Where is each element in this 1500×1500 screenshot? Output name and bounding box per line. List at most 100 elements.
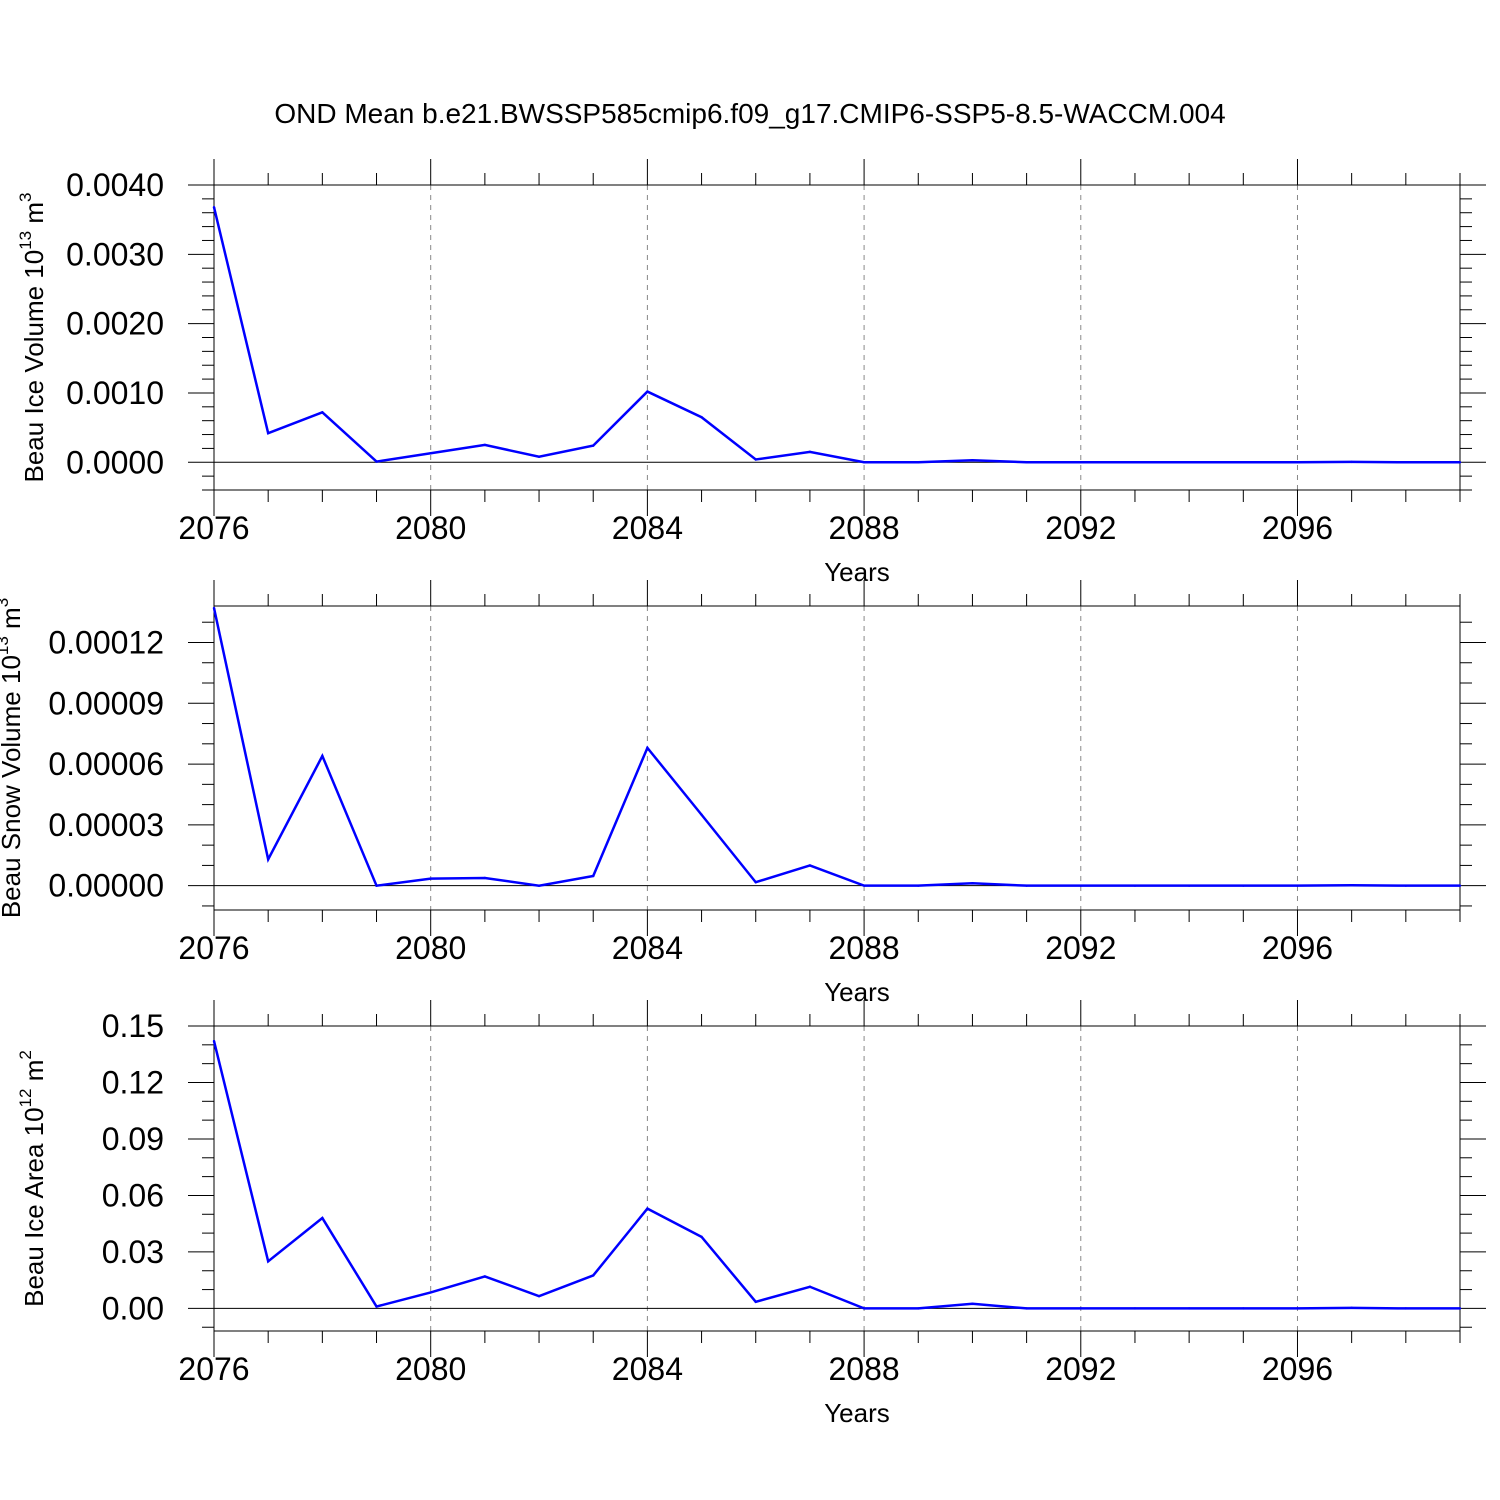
data-point	[1404, 1307, 1408, 1310]
chart-panel-3: 2076 2080 2084 2088 2092 2096 Years 0.00 0.03 0.0…	[16, 1000, 1486, 1428]
x-tick-label: 2092	[1045, 1351, 1116, 1387]
data-point	[1079, 1307, 1082, 1310]
data-point	[971, 458, 974, 462]
data-point	[321, 754, 324, 758]
data-series-line	[212, 206, 1460, 464]
x-tick-label: 2088	[828, 510, 899, 546]
y-tick-label: 0.0020	[66, 306, 164, 342]
data-point	[1296, 884, 1299, 887]
x-tick-label: 2080	[395, 510, 466, 546]
data-point	[646, 746, 649, 750]
data-point	[212, 606, 216, 610]
data-series-line	[212, 1040, 1460, 1310]
data-point	[1187, 461, 1191, 464]
data-point	[375, 460, 378, 463]
y-tick-label: 0.09	[102, 1121, 164, 1157]
x-tick-label: 2084	[612, 930, 683, 966]
y-tick-label: 0.00009	[48, 685, 164, 721]
y-axis-label-unit-exponent: 2	[16, 1050, 35, 1059]
data-point	[971, 882, 974, 885]
data-point	[646, 1207, 649, 1210]
data-point	[537, 455, 541, 458]
y-axis-label-text: Beau Ice Volume 10	[19, 250, 49, 483]
y-axis-label: Beau Ice Area 1012 m2	[16, 1050, 49, 1307]
y-tick-label: 0.03	[102, 1234, 164, 1270]
x-tick-label: 2076	[178, 1351, 249, 1387]
x-tick-label: 2088	[828, 1351, 899, 1387]
y-axis-label-unit-exponent: 3	[0, 598, 12, 607]
x-tick-label: 2076	[178, 930, 249, 966]
data-point	[1133, 461, 1137, 464]
x-tick-label: 2084	[612, 1351, 683, 1387]
data-point	[429, 877, 432, 880]
data-point	[592, 444, 595, 447]
y-tick-label: 0.00006	[48, 746, 164, 782]
data-point	[375, 1305, 378, 1308]
data-point	[808, 450, 812, 454]
data-point	[592, 1274, 595, 1277]
x-axis-label: Years	[824, 557, 890, 587]
chart-title: OND Mean b.e21.BWSSP585cmip6.f09_g17.CMI…	[274, 98, 1225, 129]
data-point	[537, 884, 541, 887]
x-tick-label: 2076	[178, 510, 249, 546]
data-point	[1025, 884, 1028, 887]
data-point	[266, 1260, 270, 1263]
data-point	[537, 1294, 541, 1298]
data-point	[321, 411, 324, 414]
chart-panel-2: 2076 2080 2084 2088 2092 2096 Years 0.00000 0.00…	[0, 580, 1486, 1007]
data-point	[1296, 1307, 1299, 1310]
data-point	[700, 813, 703, 816]
data-point	[917, 884, 920, 887]
data-point	[754, 881, 757, 884]
y-tick-label: 0.15	[102, 1008, 164, 1044]
x-axis-label: Years	[824, 1398, 890, 1428]
data-point	[266, 858, 270, 861]
panels: 2076 2080 2084 2088 2092 2096 Years 0.0000 0.001…	[0, 159, 1486, 1428]
plot-frame	[213, 605, 1461, 911]
x-tick-label: 2092	[1045, 510, 1116, 546]
y-axis-label-exponent: 13	[0, 636, 12, 655]
y-axis-label-unit: m	[19, 1060, 49, 1089]
data-series-line	[212, 607, 1460, 888]
data-point	[592, 874, 595, 878]
data-point	[862, 1307, 866, 1310]
data-point	[754, 458, 757, 461]
y-axis-label-text: Beau Ice Area 10	[19, 1107, 49, 1306]
data-point	[212, 205, 216, 209]
x-tick-label: 2080	[395, 1351, 466, 1387]
y-tick-label: 0.00012	[48, 624, 164, 660]
data-point	[483, 443, 487, 447]
y-tick-label: 0.0010	[66, 375, 164, 411]
data-point	[1079, 884, 1082, 887]
chart-panel-1: 2076 2080 2084 2088 2092 2096 Years 0.0000 0.001…	[16, 159, 1486, 587]
y-axis-label-exponent: 13	[16, 231, 35, 250]
data-point	[1242, 461, 1245, 464]
data-point	[700, 1235, 703, 1239]
data-point	[1296, 461, 1299, 464]
x-axis-label: Years	[824, 977, 890, 1007]
x-tick-label: 2088	[828, 930, 899, 966]
y-axis-label-unit-exponent: 3	[16, 193, 35, 202]
y-tick-label: 0.12	[102, 1064, 164, 1100]
data-point	[1350, 460, 1353, 464]
data-point	[1242, 1307, 1245, 1310]
data-point	[917, 461, 920, 464]
y-tick-label: 0.0000	[66, 444, 164, 480]
data-point	[375, 884, 378, 887]
data-point	[862, 884, 866, 887]
plot-frame	[213, 1025, 1461, 1332]
data-point	[1350, 884, 1353, 887]
data-point	[1350, 1306, 1353, 1310]
y-axis-label-unit: m	[0, 607, 26, 636]
data-point	[646, 390, 649, 393]
y-tick-label: 0.0040	[66, 167, 164, 203]
data-point	[1404, 461, 1408, 464]
data-point	[1458, 461, 1462, 464]
data-point	[429, 452, 432, 455]
x-tick-label: 2084	[612, 510, 683, 546]
x-tick-label: 2096	[1262, 510, 1333, 546]
x-tick-label: 2092	[1045, 930, 1116, 966]
data-point	[1187, 884, 1191, 887]
y-tick-label: 0.00000	[48, 868, 164, 904]
